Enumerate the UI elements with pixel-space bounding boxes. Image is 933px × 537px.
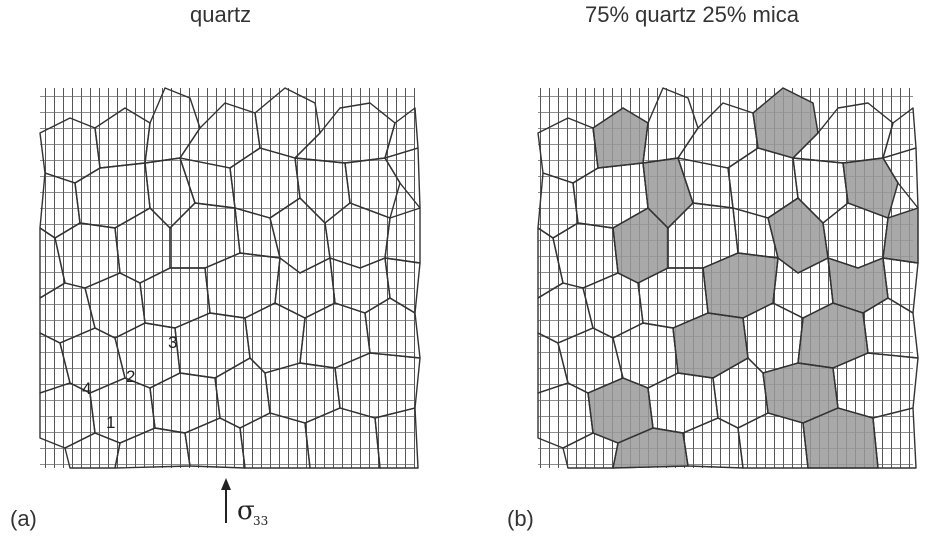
- grain-boundary: [374, 407, 419, 469]
- grain-boundary: [364, 297, 421, 359]
- grain-number-1: 1: [106, 413, 115, 432]
- stress-subscript: 33: [253, 514, 268, 528]
- grain-boundary: [862, 297, 919, 359]
- panel-a-title: quartz: [190, 2, 252, 27]
- grain-boundary: [344, 157, 401, 219]
- panel-b-microstructure: [537, 87, 919, 469]
- grain-number-4: 4: [82, 379, 91, 398]
- grid-horizontal-a: [40, 88, 415, 468]
- grain-number-2: 2: [126, 367, 135, 386]
- panel-b-title: 75% quartz 25% mica: [585, 2, 799, 27]
- grain-network-a: [39, 87, 421, 469]
- panel-b-label: (b): [507, 506, 534, 531]
- grain-number-3: 3: [168, 333, 177, 352]
- grain-boundary: [842, 157, 899, 219]
- stress-symbol: σ: [237, 496, 255, 526]
- grain-boundary: [872, 407, 917, 469]
- grain-network-b: [537, 87, 919, 469]
- panel-a-label: (a): [10, 506, 37, 531]
- stress-arrow: σ 33: [221, 478, 268, 528]
- panel-a-microstructure: 1 2 3 4: [39, 87, 421, 469]
